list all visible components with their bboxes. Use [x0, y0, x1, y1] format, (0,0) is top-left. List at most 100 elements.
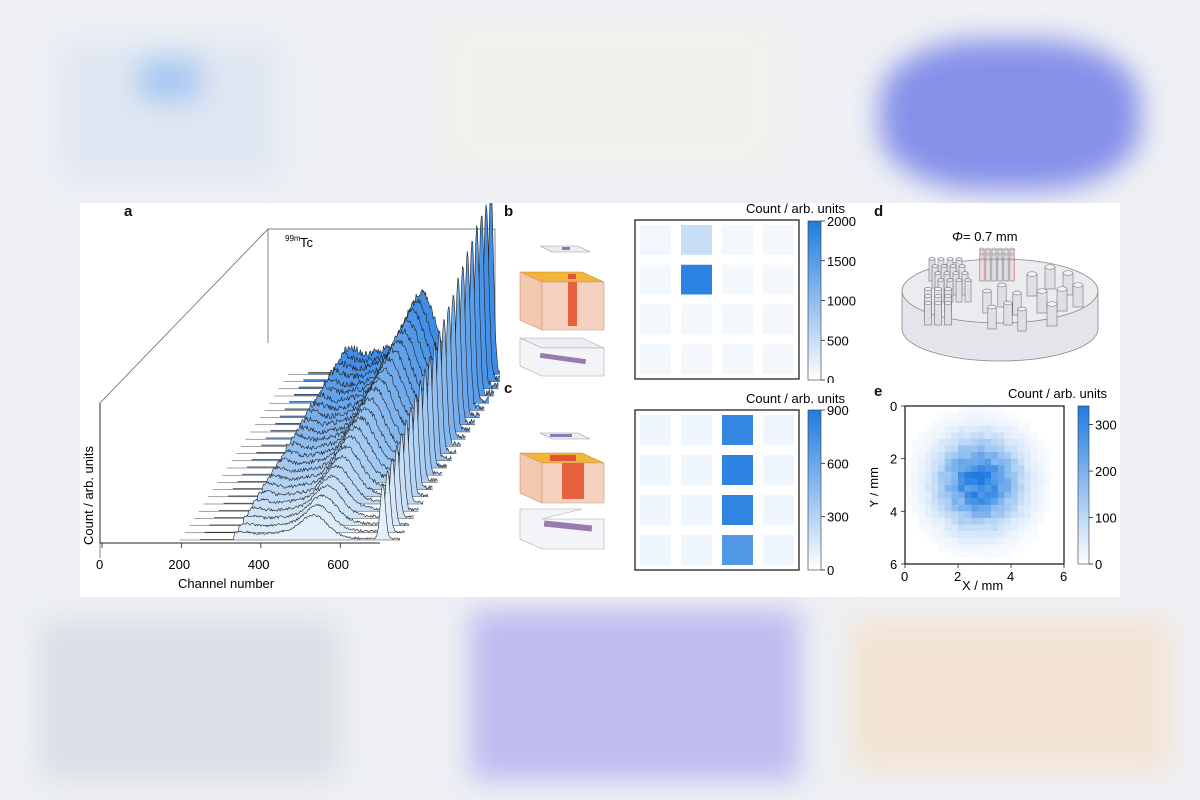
- heatmap-cell: [951, 517, 959, 525]
- colorbar-tick-label: 1500: [827, 254, 856, 269]
- phantom-rod-top: [1009, 247, 1015, 251]
- heatmap-cell: [971, 485, 979, 492]
- heatmap-cell: [924, 425, 932, 433]
- phantom-rod-top: [1012, 290, 1022, 296]
- phantom-rod: [991, 258, 997, 282]
- phantom-rod-top: [997, 252, 1003, 256]
- spectrum-line: [200, 484, 400, 541]
- heatmap-b: Count / arb. units 2000 1500 1000 500 0: [634, 203, 856, 383]
- phantom-rod-top: [1017, 306, 1027, 312]
- heatmap-cell: [1024, 498, 1032, 506]
- heatmap-cell: [971, 465, 979, 473]
- phantom-rod-top: [940, 264, 948, 268]
- heatmap-cell: [931, 425, 939, 433]
- heatmap-cell: [964, 452, 972, 459]
- phantom-rod-top: [997, 247, 1003, 251]
- heatmap-cell: [924, 491, 932, 499]
- heatmap-cell: [958, 406, 965, 413]
- heatmap-cell: [964, 491, 972, 499]
- heatmap-cell: [1044, 478, 1052, 486]
- heatmap-cell: [1024, 452, 1032, 459]
- heatmap-cell: [951, 471, 959, 479]
- heatmap-cell: [1024, 511, 1032, 519]
- heatmap-cell: [931, 504, 939, 512]
- heatmap-cell: [911, 465, 919, 473]
- heatmap-cell: [640, 495, 671, 525]
- heatmap-cell: [977, 517, 985, 525]
- heatmap-cell: [931, 491, 939, 499]
- heatmap-cell: [918, 471, 926, 479]
- heatmap-cell: [997, 511, 1005, 519]
- heatmap-cell: [997, 438, 1005, 446]
- colorbar-c: [807, 409, 822, 571]
- heatmap-cell: [984, 557, 992, 565]
- heatmap-cell: [924, 485, 932, 492]
- heatmap-cell: [938, 419, 946, 427]
- heatmap-cell: [938, 524, 946, 532]
- heatmap-cell: [1004, 524, 1012, 532]
- heatmap-cell: [911, 471, 919, 479]
- heatmap-cell: [951, 478, 959, 486]
- heatmap-cell: [944, 465, 952, 473]
- heatmap-cell: [1037, 471, 1045, 479]
- heatmap-cell: [918, 438, 926, 446]
- heatmap-cell: [944, 517, 952, 525]
- heatmap-cell: [991, 485, 999, 492]
- heatmap-cell: [997, 517, 1005, 525]
- isotope-mass-label: 99m: [285, 234, 301, 243]
- phantom-rod: [934, 302, 942, 326]
- x-tick-label-e: 4: [1007, 569, 1014, 584]
- colorbar-tick-label: 500: [827, 333, 849, 348]
- heatmap-cell: [984, 432, 992, 440]
- heatmap-cell: [911, 504, 919, 512]
- heatmap-cell: [997, 524, 1005, 532]
- phantom-rod: [955, 279, 963, 303]
- phantom-rod: [997, 258, 1003, 282]
- heatmap-cell: [1004, 445, 1012, 453]
- heatmap-cell: [997, 465, 1005, 473]
- active-pixels-top: [550, 455, 576, 461]
- phantom-rod-top: [943, 271, 951, 275]
- phantom-rod-top: [1046, 301, 1058, 307]
- heatmap-cell: [984, 511, 992, 519]
- phantom-rod: [1003, 302, 1013, 326]
- heatmap-cell: [1004, 465, 1012, 473]
- heatmap-cell: [958, 531, 965, 538]
- phantom-rod-top: [944, 294, 952, 298]
- phantom-rod-top: [1003, 247, 1009, 251]
- heatmap-cell: [1024, 465, 1032, 473]
- phantom-rod-top: [979, 247, 985, 251]
- heatmap-cell: [1011, 432, 1018, 440]
- heatmap-cell: [1037, 445, 1045, 453]
- heatmap-cell: [958, 524, 965, 532]
- heatmap-cell: [1024, 524, 1032, 532]
- heatmap-cell: [1011, 524, 1018, 532]
- heatmap-cell: [977, 412, 985, 420]
- phantom-rod-top: [946, 278, 954, 282]
- heatmap-cell: [918, 445, 926, 453]
- heatmap-cell: [984, 544, 992, 552]
- phantom-rod-top: [934, 294, 942, 298]
- heatmap-cell: [918, 485, 926, 492]
- heatmap-cell: [931, 485, 939, 492]
- heatmap-cell: [1044, 452, 1052, 459]
- heatmap-cell: [964, 412, 972, 420]
- heatmap-cell: [938, 531, 946, 538]
- heatmap-cell: [971, 550, 979, 558]
- phantom-rod-top: [1044, 264, 1056, 270]
- phantom-rod-top: [1026, 271, 1038, 277]
- heatmap-cell: [991, 471, 999, 479]
- heatmap-cell: [977, 458, 985, 466]
- heatmap-cell: [944, 412, 952, 420]
- panel-label-c: c: [504, 380, 513, 397]
- heatmap-cell: [1011, 511, 1018, 519]
- heatmap-cell: [984, 517, 992, 525]
- phantom-rod-top: [946, 257, 954, 261]
- heatmap-cell: [1044, 491, 1052, 499]
- heatmap-cell: [991, 524, 999, 532]
- phantom-rod-top: [1003, 257, 1009, 261]
- heatmap-cell: [991, 465, 999, 473]
- heatmap-cell: [918, 524, 926, 532]
- heatmap-c: Count / arb. units 900 600 300 0: [634, 391, 849, 578]
- heatmap-cell: [931, 537, 939, 545]
